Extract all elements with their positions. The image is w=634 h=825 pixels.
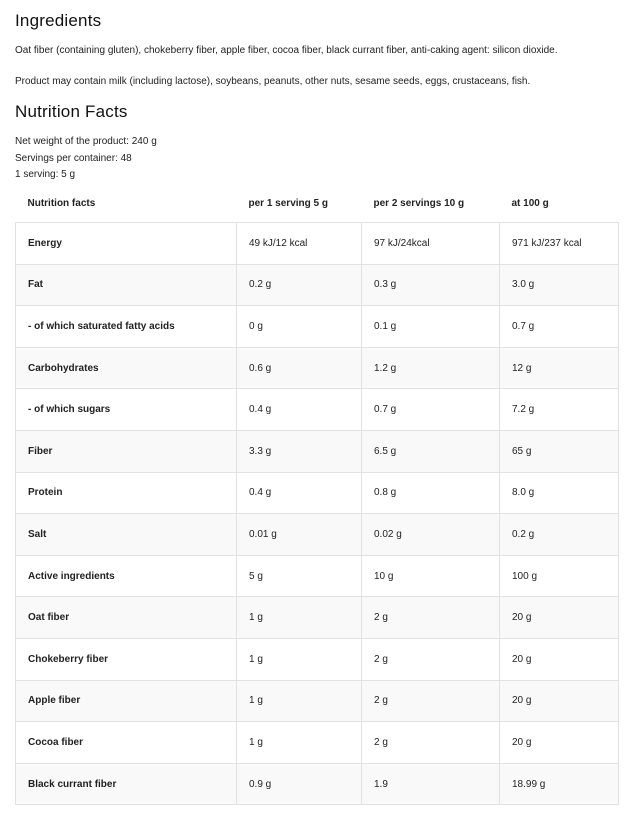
nutrient-name: Fat — [15, 263, 237, 307]
nutrient-value: 65 g — [499, 429, 619, 473]
nutrient-value: 49 kJ/12 kcal — [236, 222, 362, 265]
nutrient-value: 0 g — [236, 305, 362, 348]
nutrient-value: 1 g — [236, 637, 362, 681]
nutrient-name: Protein — [15, 471, 237, 515]
nutrition-table: Nutrition facts per 1 serving 5 g per 2 se… — [15, 185, 619, 806]
table-row: Carbohydrates 0.6 g 1.2 g 12 g — [15, 346, 619, 390]
nutrient-value: 1.9 — [361, 762, 500, 806]
paragraph: Product may contain milk (including lact… — [15, 76, 531, 87]
nutrient-value: 0.4 g — [236, 471, 362, 515]
nutrient-value: 0.7 g — [361, 388, 500, 431]
nutrient-value: 12 g — [499, 346, 619, 390]
nutrient-value: 2 g — [361, 637, 500, 681]
nutrient-name: - of which sugars — [15, 388, 237, 431]
nutrient-value: 0.3 g — [361, 263, 500, 307]
detail: 1 serving: 5 g — [15, 169, 76, 180]
nutrient-name: - of which saturated fatty acids — [15, 305, 237, 348]
table-row: Black currant fiber 0.9 g 1.9 18.99 g — [15, 762, 619, 806]
column-header: per 2 servings 10 g — [373, 198, 465, 209]
column-header: per 1 serving 5 g — [248, 198, 328, 209]
nutrient-value: 7.2 g — [499, 388, 619, 431]
nutrient-value: 20 g — [499, 721, 619, 764]
table-row: - of which saturated fatty acids 0 g 0.1 g… — [15, 305, 619, 348]
paragraph: Oat fiber (containing gluten), chokeberr… — [15, 45, 558, 56]
table-row: - of which sugars 0.4 g 0.7 g 7.2 g — [15, 388, 619, 431]
nutrient-value: 18.99 g — [499, 762, 619, 806]
nutrient-name: Apple fiber — [15, 679, 237, 723]
table-row: Protein 0.4 g 0.8 g 8.0 g — [15, 471, 619, 515]
nutrient-name: Oat fiber — [15, 596, 237, 639]
detail: Servings per container: 48 — [15, 153, 132, 164]
table-row: Salt 0.01 g 0.02 g 0.2 g — [15, 513, 619, 556]
nutrient-value: 0.1 g — [361, 305, 500, 348]
nutrient-name: Salt — [15, 513, 237, 556]
nutrient-value: 100 g — [499, 554, 619, 598]
nutrient-value: 0.01 g — [236, 513, 362, 556]
nutrient-value: 6.5 g — [361, 429, 500, 473]
nutrient-name: Energy — [15, 222, 237, 265]
header-row: Nutrition facts per 1 serving 5 g per 2 se… — [16, 185, 619, 223]
column-header: at 100 g — [511, 198, 549, 209]
nutrient-value: 0.2 g — [236, 263, 362, 307]
table-row: Fiber 3.3 g 6.5 g 65 g — [15, 429, 619, 473]
nutrient-value: 8.0 g — [499, 471, 619, 515]
nutrient-name: Active ingredients — [15, 554, 237, 598]
nutrient-name: Cocoa fiber — [15, 721, 237, 764]
nutrient-value: 5 g — [236, 554, 362, 598]
nutrient-value: 10 g — [361, 554, 500, 598]
nutrient-name: Fiber — [15, 429, 237, 473]
nutrient-value: 20 g — [499, 637, 619, 681]
nutrient-value: 0.02 g — [361, 513, 500, 556]
nutrient-value: 0.2 g — [499, 513, 619, 556]
section-title: Ingredients — [15, 11, 102, 30]
nutrient-value: 0.6 g — [236, 346, 362, 390]
nutrient-value: 2 g — [361, 679, 500, 723]
table-row: Energy 49 kJ/12 kcal 97 kJ/24kcal 971 kJ/23… — [15, 222, 619, 265]
nutrient-value: 1 g — [236, 679, 362, 723]
table-row: Fat 0.2 g 0.3 g 3.0 g — [15, 263, 619, 307]
nutrient-value: 1.2 g — [361, 346, 500, 390]
nutrient-value: 0.7 g — [499, 305, 619, 348]
nutrient-value: 971 kJ/237 kcal — [499, 222, 619, 265]
nutrient-value: 97 kJ/24kcal — [361, 222, 500, 265]
nutrient-name: Chokeberry fiber — [15, 637, 237, 681]
nutrient-value: 3.0 g — [499, 263, 619, 307]
nutrient-name: Carbohydrates — [15, 346, 237, 390]
nutrient-value: 20 g — [499, 679, 619, 723]
nutrient-value: 20 g — [499, 596, 619, 639]
nutrient-value: 3.3 g — [236, 429, 362, 473]
nutrient-value: 0.8 g — [361, 471, 500, 515]
table-body: Energy 49 kJ/12 kcal 97 kJ/24kcal 971 kJ/23… — [15, 222, 619, 806]
column-header: Nutrition facts — [27, 198, 96, 209]
nutrient-value: 2 g — [361, 721, 500, 764]
nutrient-value: 1 g — [236, 721, 362, 764]
nutrient-value: 0.9 g — [236, 762, 362, 806]
nutrient-value: 2 g — [361, 596, 500, 639]
nutrient-value: 1 g — [236, 596, 362, 639]
table-row: Active ingredients 5 g 10 g 100 g — [15, 554, 619, 598]
detail: Net weight of the product: 240 g — [15, 136, 157, 147]
section-title: Nutrition Facts — [15, 102, 128, 121]
nutrient-name: Black currant fiber — [15, 762, 237, 806]
nutrient-value: 0.4 g — [236, 388, 362, 431]
